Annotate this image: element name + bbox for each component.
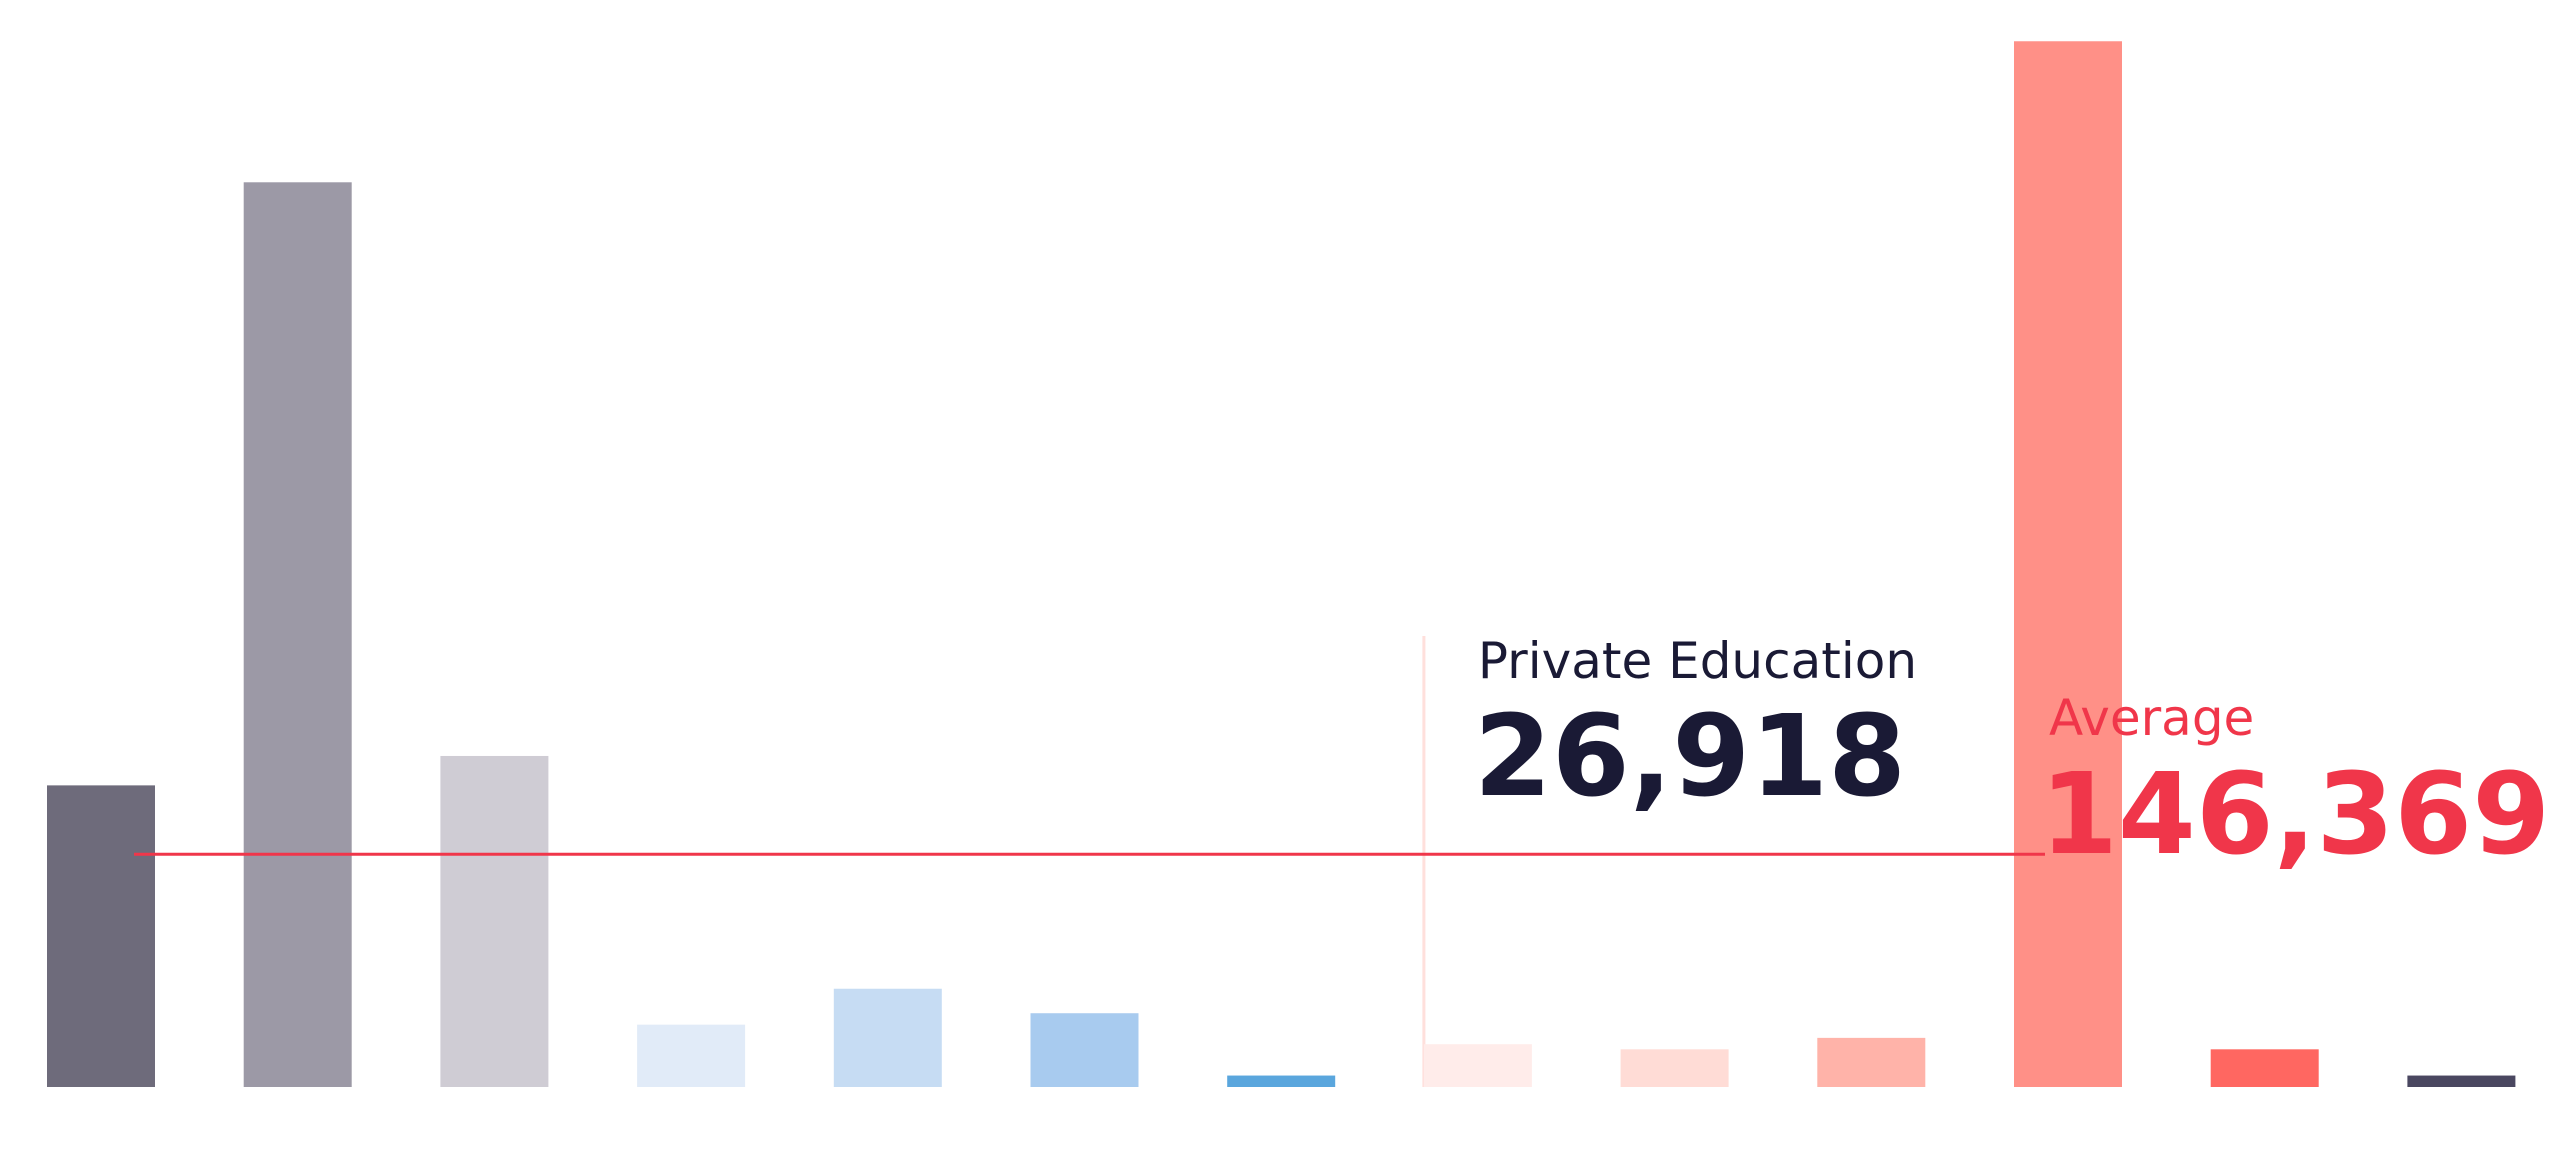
bar (243, 182, 352, 1088)
bar (1620, 1049, 1729, 1087)
bar (1030, 1013, 1139, 1087)
bar (2014, 41, 2122, 1088)
bar (1227, 1075, 1336, 1087)
average-label: Average (2049, 689, 2254, 747)
bar (2407, 1075, 2516, 1087)
bar (833, 988, 942, 1087)
bar (637, 1024, 746, 1087)
category-label: Private Education (1478, 632, 1917, 690)
bar (440, 755, 549, 1087)
bar (1423, 1044, 1532, 1087)
bar (2210, 1049, 2319, 1087)
bar (1817, 1037, 1926, 1087)
average-value: 146,369 (2040, 750, 2550, 880)
value-label: 26,918 (1474, 692, 1906, 822)
bar (47, 785, 155, 1087)
